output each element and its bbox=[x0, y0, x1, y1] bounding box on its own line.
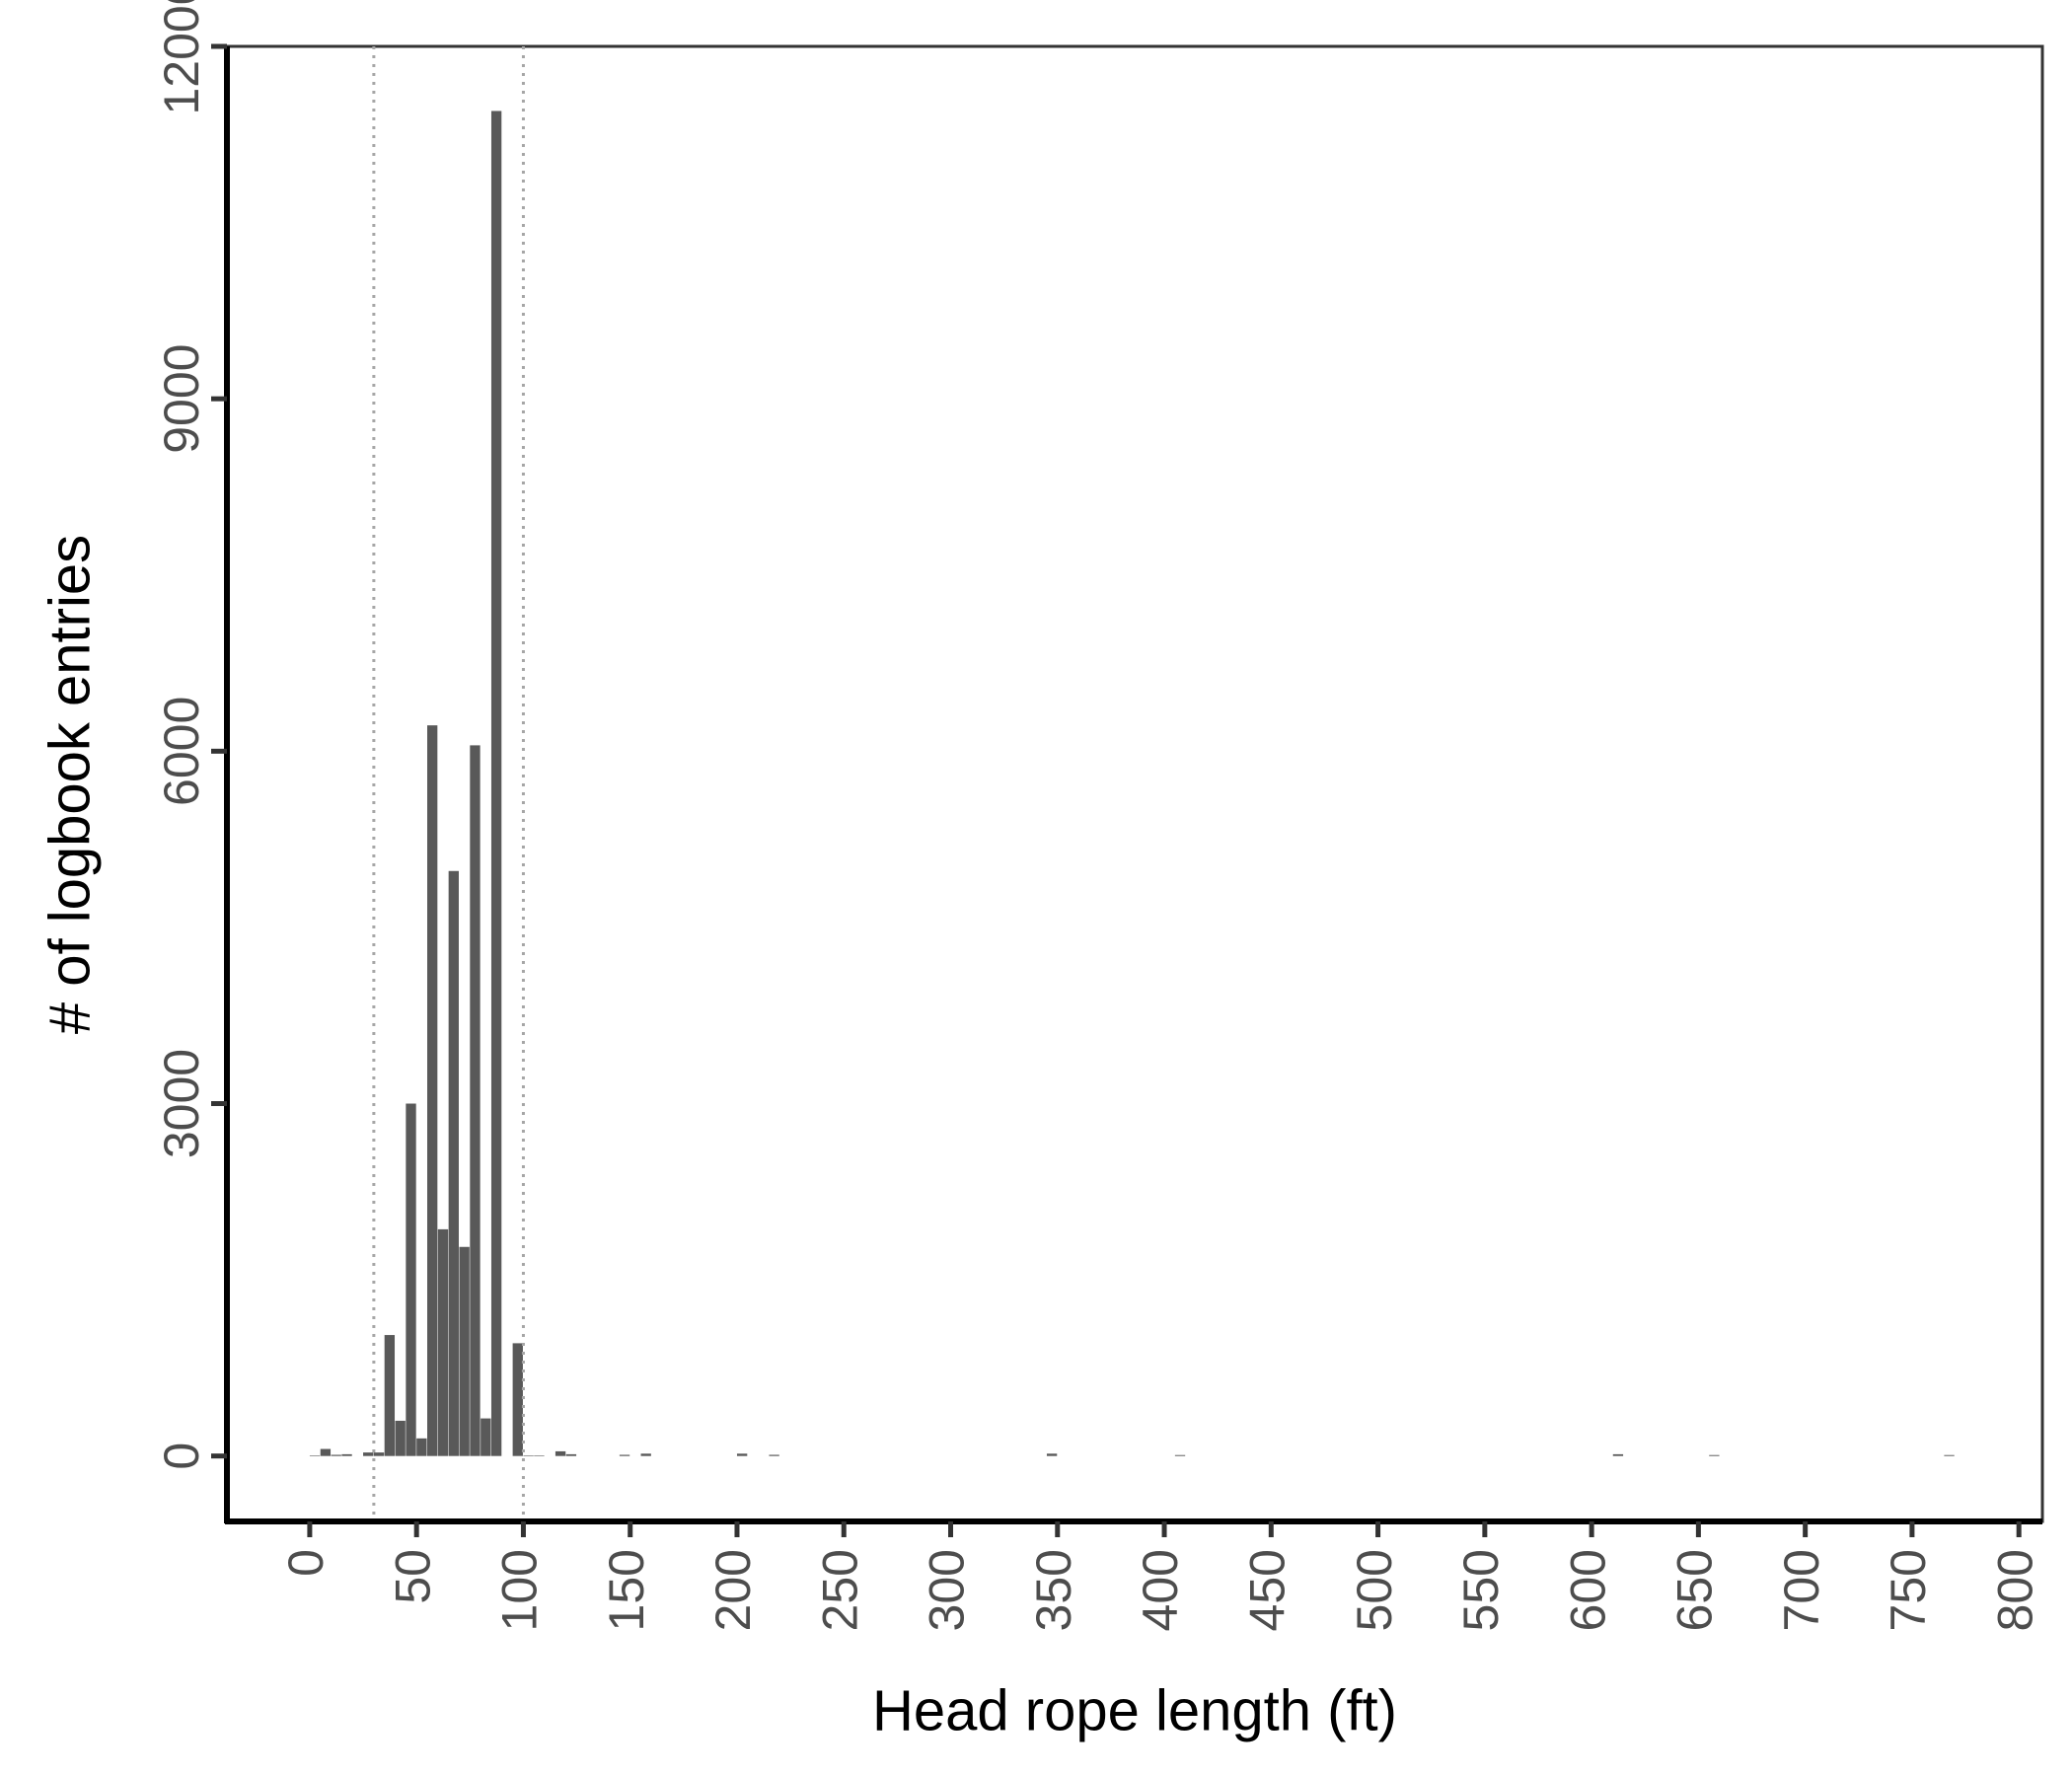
bar bbox=[416, 1438, 427, 1456]
x-tick-label: 800 bbox=[1987, 1549, 2042, 1631]
bar bbox=[448, 870, 459, 1456]
bar bbox=[481, 1418, 491, 1456]
bar bbox=[736, 1453, 748, 1456]
bar bbox=[490, 111, 502, 1456]
x-tick-label: 250 bbox=[812, 1549, 867, 1631]
x-tick-label: 500 bbox=[1347, 1549, 1402, 1631]
bar bbox=[1046, 1453, 1058, 1456]
x-tick-label: 550 bbox=[1453, 1549, 1509, 1631]
bar bbox=[384, 1335, 396, 1456]
bar bbox=[373, 1452, 385, 1456]
bar bbox=[363, 1452, 374, 1456]
bar bbox=[470, 745, 481, 1456]
y-axis-title: # of logbook entries bbox=[37, 535, 102, 1034]
x-tick-label: 750 bbox=[1881, 1549, 1936, 1631]
bar bbox=[512, 1343, 523, 1456]
bar bbox=[1944, 1454, 1955, 1456]
y-tick-label: 12000 bbox=[154, 0, 209, 115]
x-axis-title: Head rope length (ft) bbox=[872, 1678, 1397, 1742]
x-tick-label: 600 bbox=[1560, 1549, 1615, 1631]
bar bbox=[619, 1454, 630, 1456]
y-tick-label: 0 bbox=[154, 1443, 209, 1470]
x-tick-label: 0 bbox=[278, 1549, 333, 1577]
x-tick-label: 400 bbox=[1133, 1549, 1188, 1631]
x-tick-label: 150 bbox=[599, 1549, 654, 1631]
bar bbox=[406, 1103, 416, 1456]
bar bbox=[1174, 1454, 1186, 1456]
bar bbox=[534, 1455, 545, 1456]
x-tick-label: 50 bbox=[385, 1549, 440, 1604]
bar bbox=[459, 1246, 470, 1456]
bar bbox=[1709, 1454, 1720, 1456]
x-tick-label: 700 bbox=[1774, 1549, 1829, 1631]
bar bbox=[555, 1450, 566, 1456]
bar bbox=[523, 1455, 534, 1456]
y-tick-label: 6000 bbox=[154, 697, 209, 806]
x-tick-label: 650 bbox=[1667, 1549, 1723, 1631]
x-tick-label: 300 bbox=[920, 1549, 975, 1631]
y-tick-label: 9000 bbox=[154, 344, 209, 454]
bar bbox=[427, 725, 438, 1456]
bar bbox=[565, 1453, 577, 1456]
x-tick-label: 350 bbox=[1026, 1549, 1081, 1631]
y-tick-label: 3000 bbox=[154, 1049, 209, 1158]
x-tick-label: 200 bbox=[705, 1549, 761, 1631]
bar bbox=[309, 1455, 321, 1456]
bar bbox=[331, 1454, 341, 1456]
bar bbox=[341, 1453, 352, 1456]
bar bbox=[640, 1453, 651, 1456]
bar bbox=[320, 1448, 332, 1456]
x-tick-label: 100 bbox=[492, 1549, 548, 1631]
bar bbox=[1612, 1453, 1624, 1456]
x-tick-label: 450 bbox=[1240, 1549, 1295, 1631]
bar bbox=[769, 1454, 779, 1456]
bar bbox=[437, 1228, 449, 1456]
bar bbox=[395, 1420, 406, 1456]
